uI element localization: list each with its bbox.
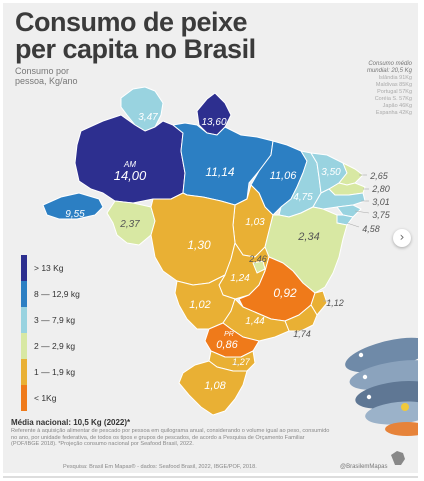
source-credit: Pesquisa: Brasil Em Mapas® - dados: Seaf… xyxy=(63,464,257,470)
label-ro: 2,37 xyxy=(119,219,140,230)
methodology-note: Referente à aquisição alimentar de pesca… xyxy=(11,428,330,448)
world-item-portugal: Portugal 57Kg xyxy=(377,89,412,95)
brazil-map: 3,47 13,60 AM 14,00 11,14 11,06 3,50 4,7… xyxy=(42,86,418,465)
label-to: 1,03 xyxy=(245,217,265,228)
brazil-outline-logo-icon xyxy=(391,451,405,465)
legend-swatch-8 xyxy=(21,281,27,307)
next-slide-button[interactable]: › xyxy=(393,229,411,247)
title-line-1: Consumo de peixe xyxy=(15,7,248,37)
label-es: 1,12 xyxy=(326,298,344,308)
title-line-2: per capita no Brasil xyxy=(15,34,256,64)
state-df xyxy=(252,260,266,274)
label-rr: 3,47 xyxy=(138,112,158,123)
subtitle-line-1: Consumo por xyxy=(15,66,70,76)
legend-label-2: 2 — 2,9 kg xyxy=(34,341,76,351)
label-ma: 11,06 xyxy=(270,170,298,182)
label-ms: 1,02 xyxy=(189,299,210,311)
label-rj: 1,74 xyxy=(293,329,311,339)
label-am-abbr: AM xyxy=(123,160,136,169)
label-sp: 1,44 xyxy=(245,316,265,327)
world-item-maldivas: Maldivas 85Kg xyxy=(375,82,412,88)
label-ba: 2,34 xyxy=(297,231,319,243)
leader-al xyxy=(354,210,370,214)
legend-label-13: > 13 Kg xyxy=(34,263,64,273)
label-pb: 2,80 xyxy=(371,184,390,194)
world-consumption-box: Consumo médio mundial: 20,5 Kg Islândia … xyxy=(302,61,412,117)
label-df: 2,46 xyxy=(248,254,267,264)
legend-swatch-13 xyxy=(21,255,27,281)
legend-label-1: 1 — 1,9 kg xyxy=(34,367,76,377)
label-pe: 3,01 xyxy=(372,197,390,207)
state-rs xyxy=(178,360,248,416)
label-am: 14,00 xyxy=(114,168,147,183)
world-title: Consumo médio xyxy=(368,61,412,67)
leader-sc xyxy=(232,362,240,366)
state-ro xyxy=(106,200,156,246)
national-average: Média nacional: 10,5 Kg (2022)* xyxy=(11,418,131,427)
chevron-right-icon: › xyxy=(399,230,405,244)
world-item-espanha: Espanha 42Kg xyxy=(375,110,412,116)
label-mg: 0,92 xyxy=(273,286,297,300)
label-go: 1,24 xyxy=(230,273,250,284)
social-handle: @BrasilemMapas xyxy=(340,464,388,470)
subtitle: Consumo por pessoa, Kg/ano xyxy=(15,66,125,86)
legend-swatch-2 xyxy=(21,333,27,359)
legend-label-8: 8 — 12,9 kg xyxy=(34,289,80,299)
state-am xyxy=(74,114,186,204)
label-ap: 13,60 xyxy=(201,117,226,128)
legend-swatch-1 xyxy=(21,359,27,385)
label-rn: 2,65 xyxy=(369,171,389,181)
world-average: mundial: 20,5 Kg xyxy=(366,68,412,74)
state-ac xyxy=(42,192,104,220)
world-item-japao: Japão 46Kg xyxy=(382,103,412,109)
leader-rj xyxy=(294,328,304,334)
state-al xyxy=(336,204,362,218)
infographic-card: Consumo de peixe per capita no Brasil Co… xyxy=(3,3,418,473)
state-es xyxy=(310,290,328,316)
leader-se xyxy=(346,222,360,228)
divider xyxy=(3,476,418,478)
legend-label-3: 3 — 7,9 kg xyxy=(34,315,76,325)
label-mt: 1,30 xyxy=(187,238,211,252)
label-pr-abbr: PR xyxy=(224,331,234,338)
label-sc: 1,27 xyxy=(232,357,251,367)
world-item-coreia: Coréia S. 57Kg xyxy=(374,96,412,102)
label-pa: 11,14 xyxy=(205,165,234,179)
label-al: 3,75 xyxy=(372,210,391,220)
label-ac: 9,55 xyxy=(65,209,85,220)
label-se: 4,58 xyxy=(362,224,380,234)
label-pr: 0,86 xyxy=(216,339,238,351)
label-rs: 1,08 xyxy=(204,380,226,392)
state-rr xyxy=(120,86,164,132)
state-pa xyxy=(172,122,274,206)
fish-illustration xyxy=(345,337,418,436)
subtitle-line-2: pessoa, Kg/ano xyxy=(15,76,78,86)
label-ce: 3,50 xyxy=(321,167,341,178)
page-title: Consumo de peixe per capita no Brasil xyxy=(15,9,256,63)
legend-label-0: < 1Kg xyxy=(34,393,57,403)
state-rj xyxy=(284,304,318,332)
legend-swatch-3 xyxy=(21,307,27,333)
legend-swatch-0 xyxy=(21,385,27,411)
world-item-islandia: Islândia 91Kg xyxy=(378,75,412,81)
state-ap xyxy=(196,92,232,136)
label-pi: 4,75 xyxy=(293,192,313,203)
